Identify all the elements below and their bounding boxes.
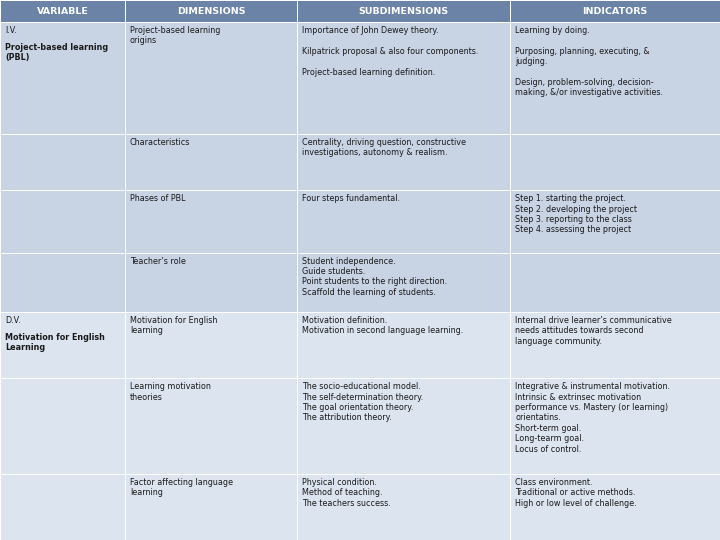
Text: Motivation definition.
Motivation in second language learning.: Motivation definition. Motivation in sec… [302, 316, 463, 335]
Text: Learning by doing.

Purposing, planning, executing, &
judging.

Design, problem-: Learning by doing. Purposing, planning, … [515, 26, 663, 97]
Bar [125, 312, 297, 540]
Bar [297, 312, 510, 540]
Bar [510, 22, 720, 312]
Text: INDICATORS: INDICATORS [582, 6, 647, 16]
Text: Four steps fundamental.: Four steps fundamental. [302, 194, 400, 203]
Bar [297, 0, 510, 22]
Bar [125, 22, 297, 312]
Text: Integrative & instrumental motivation.
Intrinsic & extrinsec motivation
performa: Integrative & instrumental motivation. I… [515, 382, 670, 454]
Text: I.V.: I.V. [5, 26, 17, 35]
Text: Centrality, driving question, constructive
investigations, autonomy & realism.: Centrality, driving question, constructi… [302, 138, 466, 157]
Text: Motivation for English
Learning: Motivation for English Learning [5, 333, 105, 353]
Text: D.V.: D.V. [5, 316, 21, 325]
Text: Physical condition.
Method of teaching.
The teachers success.: Physical condition. Method of teaching. … [302, 478, 391, 508]
Text: VARIABLE: VARIABLE [37, 6, 89, 16]
Bar [0, 0, 125, 22]
Bar [510, 0, 720, 22]
Text: Internal drive learner’s communicative
needs attitudes towards second
language c: Internal drive learner’s communicative n… [515, 316, 672, 346]
Text: SUBDIMENSIONS: SUBDIMENSIONS [359, 6, 449, 16]
Text: Characteristics: Characteristics [130, 138, 190, 147]
Text: Student independence.
Guide students.
Point students to the right direction.
Sca: Student independence. Guide students. Po… [302, 256, 447, 297]
Text: Motivation for English
learning: Motivation for English learning [130, 316, 217, 335]
Text: Class environment.
Traditional or active methods.
High or low level of challenge: Class environment. Traditional or active… [515, 478, 636, 508]
Bar [0, 22, 125, 312]
Text: Project-based learning
origins: Project-based learning origins [130, 26, 220, 45]
Bar [297, 22, 510, 312]
Bar [510, 312, 720, 540]
Text: Step 1. starting the project.
Step 2. developing the project
Step 3. reporting t: Step 1. starting the project. Step 2. de… [515, 194, 637, 234]
Text: Learning motivation
theories: Learning motivation theories [130, 382, 211, 402]
Text: Importance of John Dewey theory.

Kilpatrick proposal & also four components.

P: Importance of John Dewey theory. Kilpatr… [302, 26, 478, 77]
Text: Teacher’s role: Teacher’s role [130, 256, 186, 266]
Text: Phases of PBL: Phases of PBL [130, 194, 186, 203]
Text: The socio-educational model.
The self-determination theory.
The goal orientation: The socio-educational model. The self-de… [302, 382, 423, 422]
Bar [125, 0, 297, 22]
Bar [0, 312, 125, 540]
Text: Factor affecting language
learning: Factor affecting language learning [130, 478, 233, 497]
Text: Project-based learning
(PBL): Project-based learning (PBL) [5, 43, 108, 63]
Text: DIMENSIONS: DIMENSIONS [176, 6, 246, 16]
